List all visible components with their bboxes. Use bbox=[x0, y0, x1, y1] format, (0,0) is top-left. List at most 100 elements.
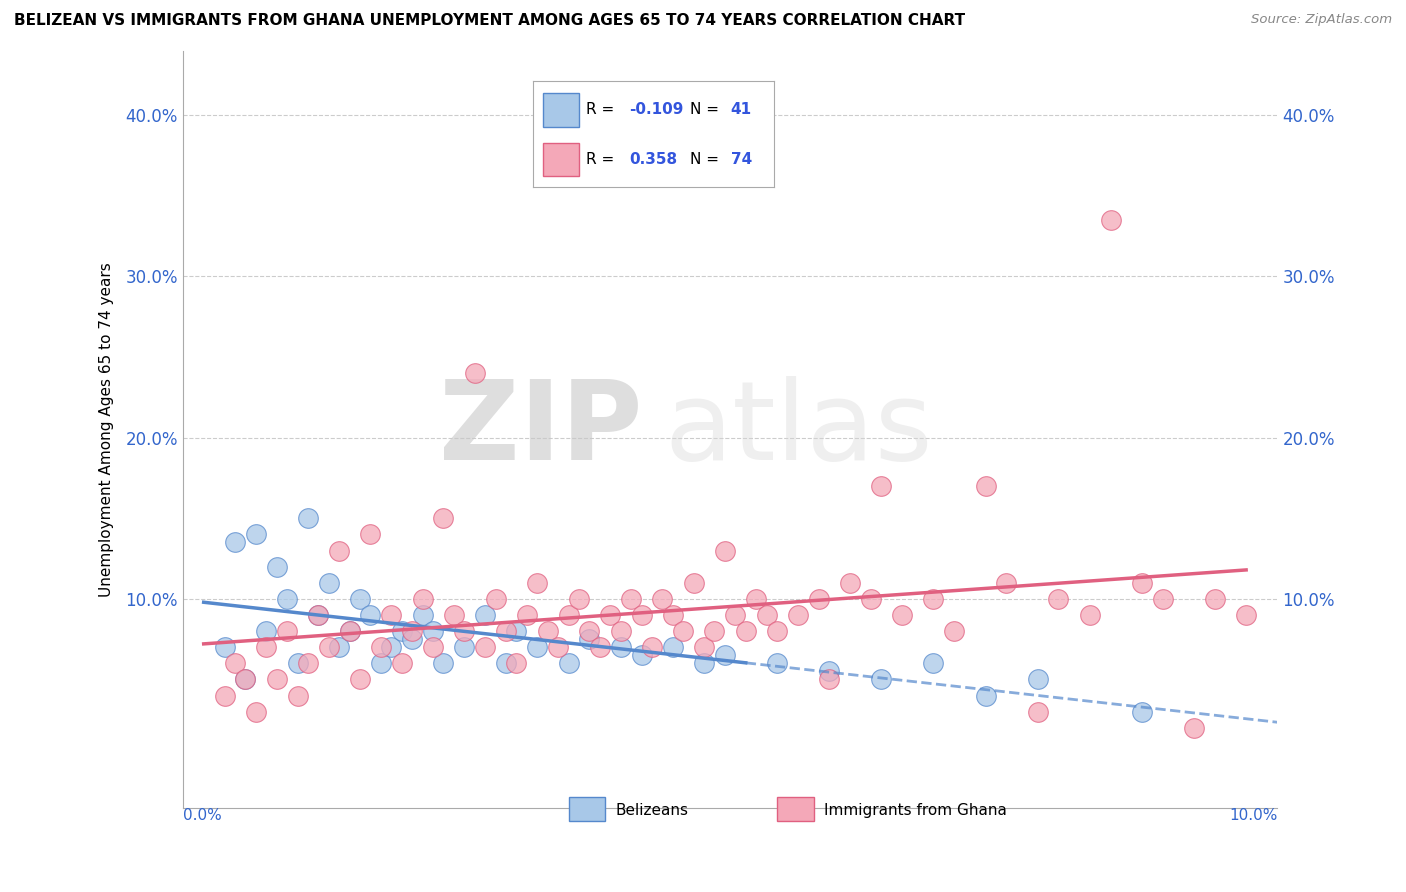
Point bbox=[1204, 591, 1226, 606]
Text: atlas: atlas bbox=[665, 376, 934, 483]
Point bbox=[641, 640, 664, 655]
Point bbox=[693, 657, 716, 671]
Point bbox=[630, 607, 652, 622]
Point bbox=[1130, 705, 1153, 719]
Point bbox=[589, 640, 612, 655]
Point bbox=[568, 591, 591, 606]
Point bbox=[307, 607, 329, 622]
Point bbox=[495, 624, 517, 639]
Point bbox=[1026, 673, 1049, 687]
Point bbox=[620, 591, 643, 606]
Point bbox=[254, 624, 277, 639]
Point bbox=[557, 657, 579, 671]
Point bbox=[818, 665, 841, 679]
Point bbox=[609, 624, 631, 639]
Point bbox=[859, 591, 882, 606]
Point bbox=[254, 640, 277, 655]
Point bbox=[995, 575, 1018, 590]
Point bbox=[339, 624, 361, 639]
Point bbox=[276, 591, 298, 606]
Point bbox=[662, 607, 685, 622]
Point bbox=[224, 535, 246, 549]
Point bbox=[453, 640, 475, 655]
Point bbox=[432, 657, 454, 671]
Point bbox=[724, 607, 747, 622]
Point bbox=[974, 689, 997, 703]
Text: Immigrants from Ghana: Immigrants from Ghana bbox=[824, 803, 1007, 818]
Point bbox=[599, 607, 621, 622]
Bar bbox=[568, 797, 605, 822]
Point bbox=[328, 640, 350, 655]
Text: Belizeans: Belizeans bbox=[616, 803, 689, 818]
Point bbox=[703, 624, 725, 639]
Point bbox=[318, 640, 340, 655]
Point bbox=[484, 591, 506, 606]
Point bbox=[464, 366, 486, 380]
Point bbox=[380, 640, 402, 655]
Point bbox=[266, 673, 288, 687]
Point bbox=[287, 689, 309, 703]
Point bbox=[786, 607, 808, 622]
Text: ZIP: ZIP bbox=[439, 376, 643, 483]
Point bbox=[422, 624, 444, 639]
Text: Source: ZipAtlas.com: Source: ZipAtlas.com bbox=[1251, 13, 1392, 27]
Point bbox=[495, 657, 517, 671]
Point bbox=[432, 511, 454, 525]
Point bbox=[922, 591, 945, 606]
Point bbox=[412, 607, 434, 622]
Point bbox=[245, 705, 267, 719]
Point bbox=[307, 607, 329, 622]
Point bbox=[526, 640, 548, 655]
Point bbox=[235, 673, 257, 687]
Point bbox=[391, 624, 413, 639]
Point bbox=[943, 624, 966, 639]
Point bbox=[328, 543, 350, 558]
Point bbox=[1078, 607, 1101, 622]
Point bbox=[922, 657, 945, 671]
Point bbox=[891, 607, 914, 622]
Bar bbox=[778, 797, 814, 822]
Point bbox=[1234, 607, 1257, 622]
Point bbox=[214, 640, 236, 655]
Point bbox=[974, 479, 997, 493]
Y-axis label: Unemployment Among Ages 65 to 74 years: Unemployment Among Ages 65 to 74 years bbox=[100, 262, 114, 597]
Point bbox=[1099, 213, 1122, 227]
Point bbox=[401, 632, 423, 647]
Point bbox=[349, 673, 371, 687]
Point bbox=[537, 624, 560, 639]
Point bbox=[734, 624, 756, 639]
Point bbox=[755, 607, 778, 622]
Point bbox=[609, 640, 631, 655]
Point bbox=[474, 640, 496, 655]
Point bbox=[412, 591, 434, 606]
Text: 10.0%: 10.0% bbox=[1229, 808, 1278, 823]
Point bbox=[870, 673, 893, 687]
Point bbox=[693, 640, 716, 655]
Point bbox=[662, 640, 685, 655]
Point bbox=[1026, 705, 1049, 719]
Point bbox=[578, 632, 600, 647]
Point bbox=[766, 624, 789, 639]
Point bbox=[714, 543, 737, 558]
Point bbox=[651, 591, 673, 606]
Point bbox=[839, 575, 862, 590]
Point bbox=[224, 657, 246, 671]
Point bbox=[235, 673, 257, 687]
Point bbox=[245, 527, 267, 541]
Point bbox=[370, 657, 392, 671]
Point bbox=[505, 657, 527, 671]
Point bbox=[818, 673, 841, 687]
Point bbox=[391, 657, 413, 671]
Point bbox=[672, 624, 695, 639]
Point bbox=[578, 624, 600, 639]
Point bbox=[297, 657, 319, 671]
Point bbox=[453, 624, 475, 639]
Point bbox=[349, 591, 371, 606]
Point bbox=[557, 607, 579, 622]
Point bbox=[505, 624, 527, 639]
Point bbox=[359, 527, 381, 541]
Point bbox=[682, 575, 704, 590]
Point bbox=[287, 657, 309, 671]
Point bbox=[1182, 721, 1205, 735]
Text: BELIZEAN VS IMMIGRANTS FROM GHANA UNEMPLOYMENT AMONG AGES 65 TO 74 YEARS CORRELA: BELIZEAN VS IMMIGRANTS FROM GHANA UNEMPL… bbox=[14, 13, 965, 29]
